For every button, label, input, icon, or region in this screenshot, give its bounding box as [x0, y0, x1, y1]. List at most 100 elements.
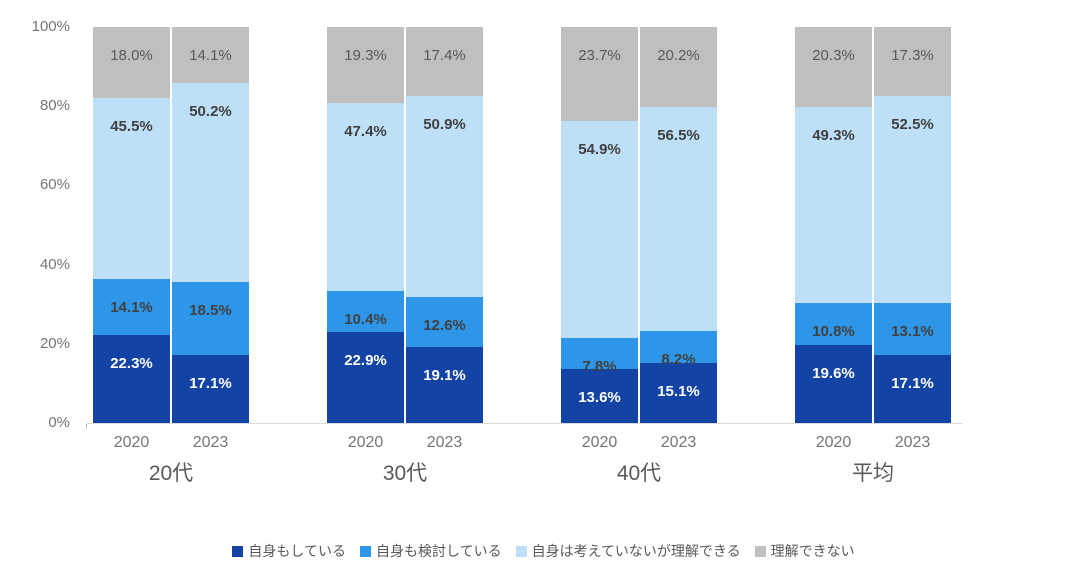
bar-segment: 17.1% [874, 355, 951, 423]
segment-value-label: 50.2% [189, 102, 232, 120]
bar-segment: 23.7% [561, 27, 638, 121]
legend-item: 理解できない [754, 541, 855, 561]
bar-30代-2023: 19.1% 12.6% 50.9% 17.4% [406, 27, 483, 423]
y-axis-tick-label: 0% [48, 414, 70, 431]
bar-segment: 18.5% [172, 281, 249, 356]
y-axis-tick-label: 100% [31, 18, 70, 35]
segment-value-label: 17.1% [891, 375, 934, 393]
legend-label: 自身は考えていないが理解できる [531, 543, 741, 559]
segment-value-label: 12.6% [423, 317, 466, 335]
legend-label: 理解できない [770, 543, 855, 559]
bar-segment: 12.6% [406, 297, 483, 348]
year-tick-label: 2020 [815, 434, 852, 451]
segment-value-label: 19.1% [423, 367, 466, 385]
segment-value-label: 54.9% [578, 140, 621, 158]
bar-segment: 15.1% [640, 363, 717, 423]
year-tick-label: 2020 [581, 434, 618, 451]
group-label: 平均 [852, 462, 894, 485]
bar-segment: 13.6% [561, 369, 638, 423]
y-axis-tick-label: 80% [39, 97, 70, 115]
segment-value-label: 22.3% [110, 354, 153, 372]
segment-value-label: 19.6% [812, 365, 855, 383]
legend-swatch-icon [232, 545, 244, 557]
segment-value-label: 18.5% [189, 301, 232, 319]
segment-value-label: 10.8% [812, 322, 855, 340]
bar-40代-2023: 15.1% 8.2% 56.5% 20.2% [640, 27, 717, 423]
year-tick-label: 2020 [113, 434, 150, 451]
bar-segment: 56.5% [640, 107, 717, 331]
bar-segment: 19.1% [406, 347, 483, 423]
bar-segment: 14.1% [93, 278, 170, 335]
plot-area: 22.3% 14.1% 45.5% 18.0% 17.1% 18.5% 50.2% 14.1%… [86, 27, 962, 429]
segment-value-label: 18.0% [110, 47, 153, 65]
segment-value-label: 15.1% [657, 383, 700, 401]
segment-value-label: 45.5% [110, 118, 153, 136]
legend: 自身もしている 自身も検討している 自身は考えていないが理解できる 理解できない [0, 541, 1087, 561]
year-tick-label: 2023 [192, 434, 229, 451]
y-axis-tick-label: 60% [39, 176, 70, 194]
bar-segment: 18.0% [93, 27, 170, 99]
bar-segment: 52.5% [874, 95, 951, 304]
segment-value-label: 17.4% [423, 47, 466, 65]
year-tick-label: 2023 [426, 434, 463, 451]
legend-swatch-icon [515, 545, 527, 557]
bar-segment: 14.1% [172, 27, 249, 83]
segment-value-label: 20.2% [657, 47, 700, 65]
bar-segment: 50.2% [172, 82, 249, 282]
year-tick-label: 2020 [347, 434, 384, 451]
legend-item: 自身もしている [232, 541, 346, 561]
legend-label: 自身もしている [248, 543, 346, 559]
group-label: 20代 [148, 462, 194, 485]
legend-label: 自身も検討している [375, 543, 502, 559]
legend-item: 自身も検討している [359, 541, 502, 561]
bar-segment: 54.9% [561, 120, 638, 339]
bar-平均-2020: 19.6% 10.8% 49.3% 20.3% [795, 27, 872, 423]
year-tick-label: 2023 [894, 434, 931, 451]
bar-segment: 50.9% [406, 95, 483, 298]
legend-swatch-icon [359, 545, 371, 557]
year-tick-label: 2023 [660, 434, 697, 451]
segment-value-label: 7.8% [582, 358, 617, 376]
axis-tick-mark [86, 424, 87, 429]
bar-segment: 22.9% [327, 332, 404, 423]
segment-value-label: 50.9% [423, 115, 466, 133]
legend-swatch-icon [754, 545, 766, 557]
segment-value-label: 17.1% [189, 375, 232, 393]
segment-value-label: 19.3% [344, 47, 387, 65]
bar-segment: 19.3% [327, 27, 404, 104]
segment-value-label: 52.5% [891, 115, 934, 133]
segment-value-label: 47.4% [344, 123, 387, 141]
bar-segment: 17.4% [406, 27, 483, 96]
segment-value-label: 8.2% [661, 350, 696, 368]
bar-segment: 19.6% [795, 345, 872, 423]
bar-segment: 13.1% [874, 303, 951, 356]
bar-segment: 49.3% [795, 107, 872, 303]
segment-value-label: 22.9% [344, 352, 387, 370]
bar-40代-2020: 13.6% 7.8% 54.9% 23.7% [561, 27, 638, 423]
segment-value-label: 13.1% [891, 323, 934, 341]
bar-segment: 17.3% [874, 27, 951, 96]
bar-平均-2023: 17.1% 13.1% 52.5% 17.3% [874, 27, 951, 423]
segment-value-label: 13.6% [578, 389, 621, 407]
bar-segment: 20.3% [795, 27, 872, 108]
bar-segment: 22.3% [93, 334, 170, 423]
bar-segment: 7.8% [561, 338, 638, 375]
segment-value-label: 20.3% [812, 47, 855, 65]
segment-value-label: 56.5% [657, 127, 700, 144]
segment-value-label: 23.7% [578, 47, 621, 65]
legend-item: 自身は考えていないが理解できる [515, 541, 741, 561]
segment-value-label: 14.1% [110, 298, 153, 316]
segment-value-label: 17.3% [891, 47, 934, 65]
bar-segment: 8.2% [640, 330, 717, 367]
bar-30代-2020: 22.9% 10.4% 47.4% 19.3% [327, 27, 404, 423]
segment-value-label: 10.4% [344, 311, 387, 329]
bar-segment: 10.8% [795, 302, 872, 346]
y-axis-tick-label: 20% [39, 334, 70, 352]
bar-segment: 20.2% [640, 27, 717, 107]
segment-value-label: 14.1% [189, 47, 232, 65]
bar-segment: 10.4% [327, 291, 404, 333]
bar-segment: 45.5% [93, 98, 170, 279]
group-label: 40代 [616, 462, 662, 485]
bar-segment: 47.4% [327, 103, 404, 292]
